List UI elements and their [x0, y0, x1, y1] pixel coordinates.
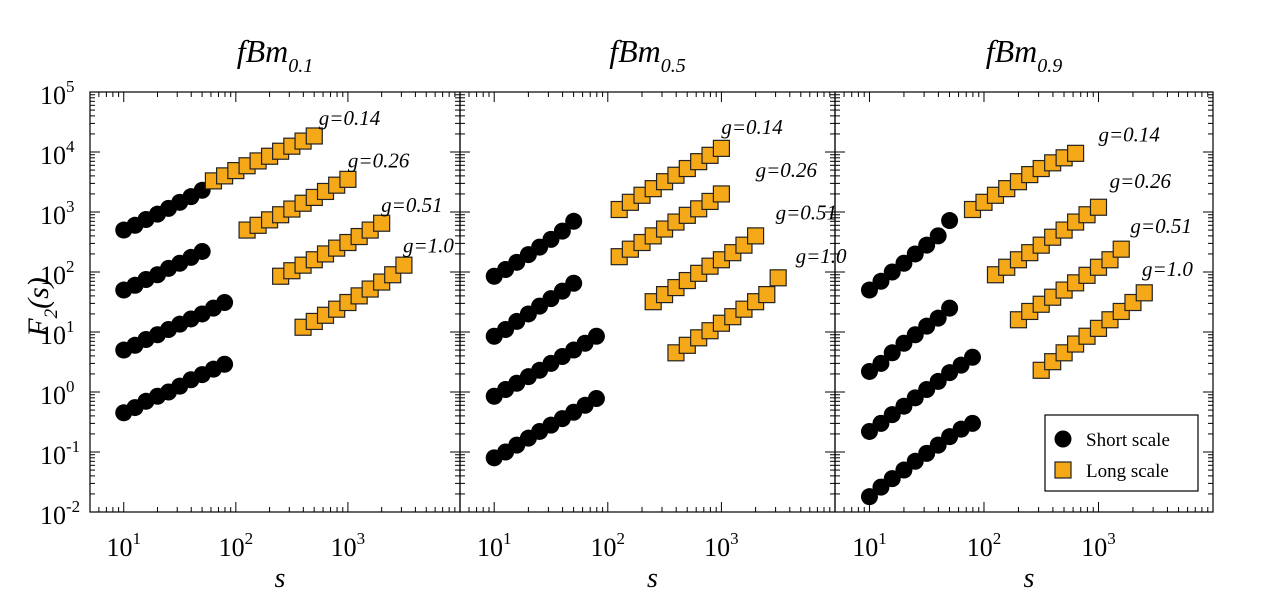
short-scale-point: [193, 242, 211, 260]
x-tick-label: 101: [852, 529, 887, 562]
short-scale-point: [883, 344, 901, 362]
short-scale-point: [906, 245, 924, 263]
short-scale-point: [565, 212, 583, 230]
series-annotation: g=0.14: [319, 106, 381, 130]
x-axis-label: s: [1024, 563, 1035, 594]
short-scale-point: [964, 348, 982, 366]
y-tick-label: 102: [40, 257, 75, 290]
short-scale-point: [883, 406, 901, 424]
series-annotation: g=0.26: [348, 149, 410, 173]
short-scale-point: [565, 274, 583, 292]
short-scale-point: [964, 414, 982, 432]
long-scale-point: [746, 227, 765, 245]
x-tick-label: 102: [219, 529, 254, 562]
x-tick-label: 101: [106, 529, 141, 562]
y-tick-label: 105: [40, 77, 75, 110]
x-tick-label: 103: [1081, 529, 1116, 562]
short-scale-point: [587, 389, 605, 407]
long-scale-point: [1066, 144, 1085, 162]
x-axis-label: s: [275, 563, 286, 594]
data-markers: [115, 127, 1153, 506]
series-annotation: g=1.0: [1142, 257, 1193, 281]
short-scale-point: [918, 236, 936, 254]
y-tick-label: 103: [40, 197, 75, 230]
x-tick-label: 103: [331, 529, 366, 562]
series-annotation: g=1.0: [403, 234, 454, 258]
x-tick-label: 101: [477, 529, 512, 562]
short-scale-point: [929, 309, 947, 327]
legend-long-scale-marker: [1054, 461, 1072, 479]
short-scale-point: [941, 299, 959, 317]
panel-title-2: fBm0.5: [609, 33, 686, 77]
short-scale-point: [587, 327, 605, 345]
long-scale-point: [339, 170, 357, 188]
x-tick-label: 102: [591, 529, 626, 562]
short-scale-point: [895, 254, 913, 272]
series-annotation: g=0.51: [381, 193, 442, 217]
long-scale-point: [769, 269, 787, 287]
long-scale-point: [1112, 240, 1130, 258]
series-annotation: g=1.0: [796, 244, 847, 268]
y-tick-label: 104: [40, 137, 75, 170]
y-tick-label: 10-2: [40, 497, 80, 530]
x-axis-label: s: [647, 563, 658, 594]
short-scale-point: [860, 281, 878, 299]
long-scale-point: [758, 286, 776, 304]
legend-long-scale-label: Long scale: [1086, 461, 1169, 482]
y-axis-label: F2(s): [22, 277, 62, 337]
short-scale-point: [216, 294, 234, 312]
series-annotation: g=0.51: [1130, 214, 1191, 238]
long-scale-point: [1089, 198, 1108, 216]
legend-short-scale-label: Short scale: [1086, 430, 1170, 451]
short-scale-point: [883, 470, 901, 488]
short-scale-point: [929, 227, 947, 245]
y-tick-label: 100: [40, 377, 75, 410]
series-annotation: g=0.14: [721, 115, 783, 139]
short-scale-point: [860, 488, 878, 506]
long-scale-point: [305, 127, 323, 145]
short-scale-point: [872, 354, 890, 372]
text-labels: 101 102 103 s 10-2 10-1 100 101 102 103 104 105 fBm0…: [40, 33, 1199, 594]
series-annotation: g=0.51: [776, 200, 837, 224]
x-tick-label: 103: [704, 529, 739, 562]
short-scale-point: [941, 212, 959, 230]
long-scale-point: [712, 185, 730, 203]
panel-title-1: fBm0.1: [237, 33, 314, 77]
y-tick-label: 101: [40, 317, 75, 350]
axis-ticks: [90, 92, 1213, 512]
plot-frames: [89, 91, 1214, 513]
long-scale-point: [712, 139, 730, 157]
long-scale-point: [373, 214, 391, 232]
series-annotation: g=0.26: [1110, 169, 1172, 193]
short-scale-point: [216, 355, 234, 373]
short-scale-point: [872, 272, 890, 290]
long-scale-point: [1135, 284, 1153, 302]
series-annotation: g=0.26: [756, 158, 818, 182]
long-scale-point: [395, 256, 413, 274]
series-annotation: g=0.14: [1098, 122, 1160, 146]
panel-title-3: fBm0.9: [986, 33, 1063, 77]
legend-short-scale-marker: [1054, 430, 1072, 448]
x-tick-label: 102: [967, 529, 1002, 562]
short-scale-point: [553, 222, 571, 240]
y-tick-label: 10-1: [40, 437, 80, 470]
plot-frame-3: [834, 91, 1214, 513]
short-scale-point: [883, 263, 901, 281]
